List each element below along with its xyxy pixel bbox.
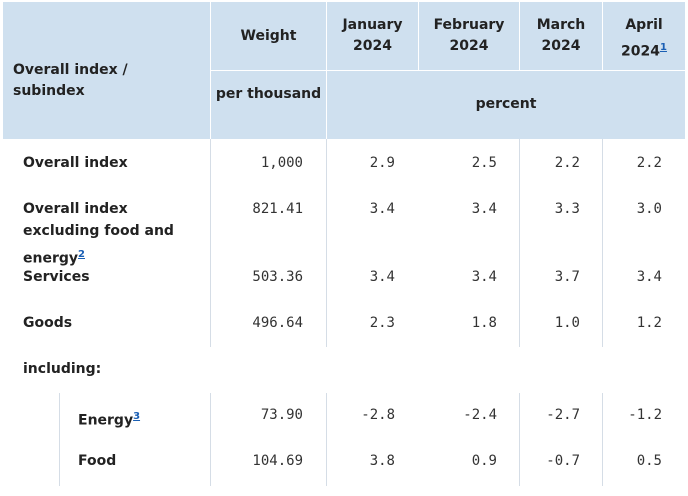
value-january: 3.4	[369, 201, 395, 217]
value-march: 1.0	[554, 315, 580, 331]
row-label: Food	[78, 453, 117, 469]
value-february: 2.5	[471, 155, 497, 171]
value-february: 3.4	[471, 269, 497, 285]
column-divider	[210, 393, 211, 486]
footnote-link[interactable]: 3	[133, 411, 141, 422]
column-divider	[602, 139, 603, 347]
value-january: 3.4	[369, 269, 395, 285]
weight-value: 104.69	[252, 453, 303, 469]
weight-value: 496.64	[252, 315, 303, 331]
value-march: 2.2	[554, 155, 580, 171]
header-divider	[210, 2, 211, 139]
column-divider	[326, 139, 327, 347]
row-label: Overall index	[23, 155, 128, 171]
column-header-march: March 2024	[536, 17, 586, 54]
column-header-january: January 2024	[342, 17, 403, 54]
unit-percent: percent	[475, 96, 537, 112]
column-header-april: April 20241	[621, 17, 667, 60]
weight-value: 821.41	[252, 201, 303, 217]
header-divider	[211, 70, 685, 71]
unit-per-thousand: per thousand	[215, 86, 322, 102]
column-divider	[210, 139, 211, 347]
value-january: -2.8	[361, 407, 395, 423]
header-divider	[418, 2, 419, 70]
value-march: 3.3	[554, 201, 580, 217]
value-march: -0.7	[546, 453, 580, 469]
column-divider	[326, 393, 327, 486]
value-february: 3.4	[471, 201, 497, 217]
footnote-link[interactable]: 2	[78, 249, 85, 260]
value-april: 1.2	[636, 315, 662, 331]
value-february: -2.4	[463, 407, 497, 423]
row-label: Services	[23, 269, 90, 285]
value-february: 1.8	[471, 315, 497, 331]
header-divider	[602, 2, 603, 70]
value-april: 0.5	[636, 453, 662, 469]
row-label: Overall index excluding food and energy2	[23, 201, 174, 267]
weight-value: 1,000	[260, 155, 303, 171]
weight-value: 73.90	[260, 407, 303, 423]
value-april: 2.2	[636, 155, 662, 171]
column-divider	[519, 139, 520, 347]
column-divider	[602, 393, 603, 486]
column-header-subindex: Overall index / subindex	[13, 62, 128, 99]
value-january: 2.9	[369, 155, 395, 171]
value-april: 3.0	[636, 201, 662, 217]
value-march: -2.7	[546, 407, 580, 423]
value-january: 2.3	[369, 315, 395, 331]
column-divider	[59, 393, 60, 486]
including-label: including:	[23, 361, 102, 377]
column-header-weight: Weight	[240, 28, 297, 44]
column-divider	[519, 393, 520, 486]
weight-value: 503.36	[252, 269, 303, 285]
value-february: 0.9	[471, 453, 497, 469]
value-march: 3.7	[554, 269, 580, 285]
row-label: Goods	[23, 315, 73, 331]
value-april: -1.2	[628, 407, 662, 423]
header-divider	[519, 2, 520, 70]
footnote-link[interactable]: 1	[660, 42, 667, 53]
row-label: Energy3	[78, 411, 141, 429]
column-header-february: February 2024	[433, 17, 505, 54]
value-january: 3.8	[369, 453, 395, 469]
value-april: 3.4	[636, 269, 662, 285]
